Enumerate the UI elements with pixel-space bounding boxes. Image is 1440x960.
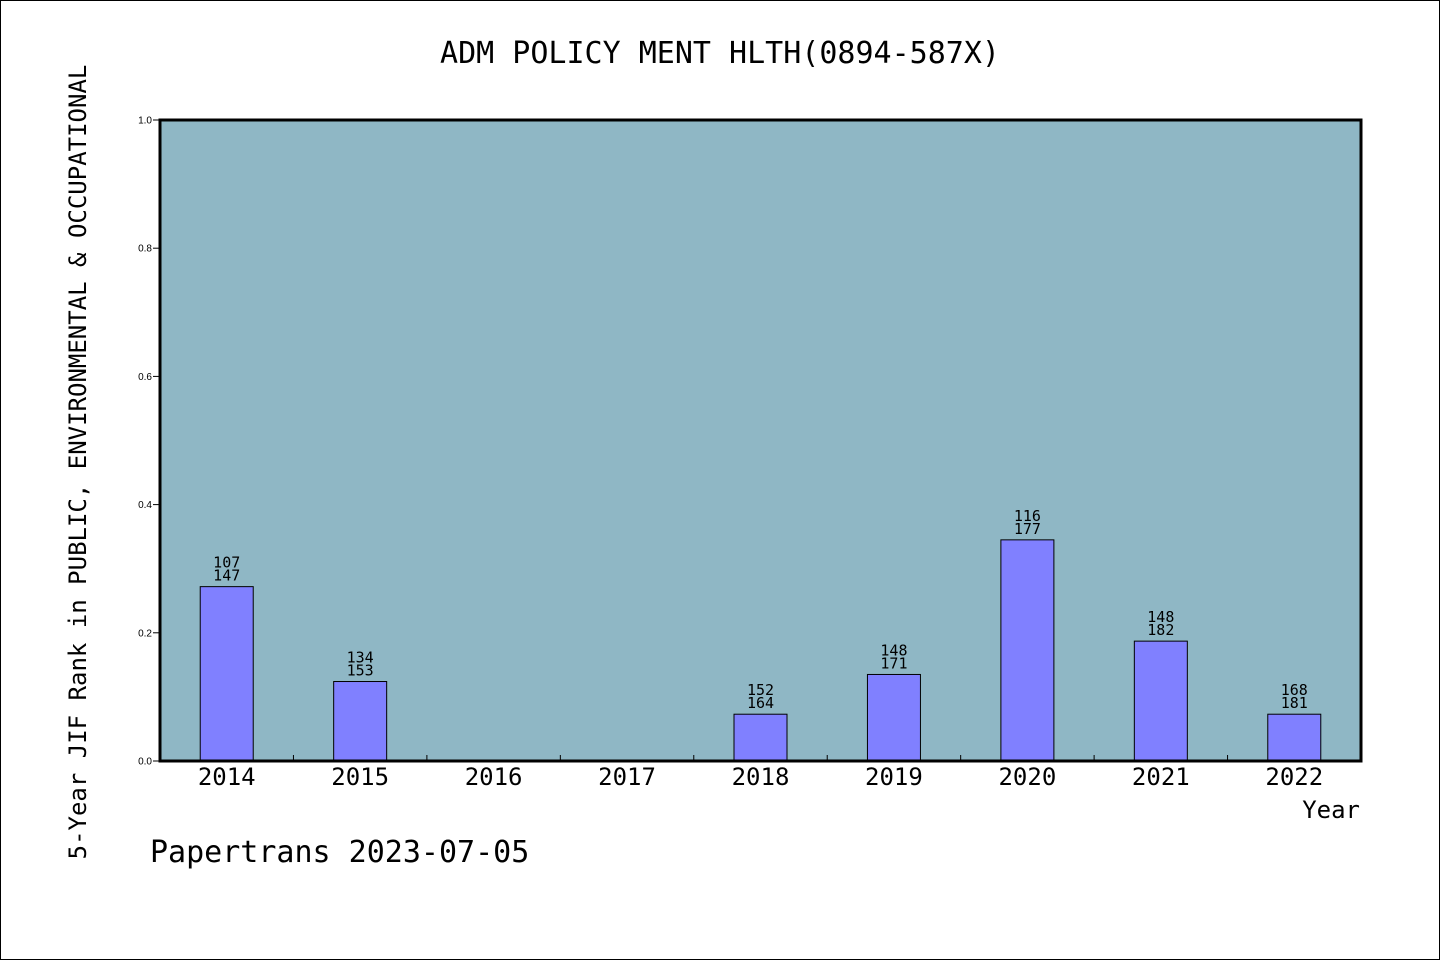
total-label-2019: 171 [880, 654, 907, 672]
x-axis-label: Year [1302, 796, 1360, 824]
bar-2022 [1267, 713, 1322, 762]
bar-2014 [199, 586, 254, 762]
bar-2015 [333, 681, 388, 762]
y-axis-ticks: 0.0 0.2 0.4 0.6 0.8 1.0 [138, 116, 160, 768]
x-tick-label: 2018 [732, 763, 790, 791]
bar-2019 [866, 673, 921, 762]
x-tick-label: 2014 [198, 763, 256, 791]
rank-label-2022: 168 [1281, 681, 1308, 699]
total-label-2020: 177 [1014, 520, 1041, 538]
bar-2021 [1133, 640, 1188, 762]
x-tick-label: 2020 [998, 763, 1056, 791]
x-tick-label: 2019 [865, 763, 923, 791]
total-label-2014: 147 [213, 567, 240, 585]
chart-title: ADM POLICY MENT HLTH(0894-587X) [440, 36, 1000, 71]
x-tick-label: 2015 [331, 763, 389, 791]
total-label-2018: 164 [747, 694, 774, 712]
rank-label-2021: 148 [1147, 608, 1174, 626]
total-label-2015: 153 [347, 662, 374, 680]
x-tick-label: 2017 [598, 763, 656, 791]
y-tick-label: 0.6 [138, 372, 152, 383]
bar-2018 [733, 713, 788, 762]
data-labels-group: 1071471341531521641481711161771481821681… [213, 507, 1308, 712]
rank-label-2014: 107 [213, 554, 240, 572]
y-tick-label: 0.4 [138, 500, 152, 511]
footer-text: Papertrans 2023-07-05 [150, 835, 530, 870]
y-tick-label: 1.0 [138, 116, 152, 127]
y-tick-label: 0.0 [138, 757, 152, 768]
x-axis-ticks: 2014 2015 2016 2017 2018 2019 2020 2021 2022 [198, 755, 1323, 791]
x-tick-label: 2016 [465, 763, 523, 791]
plot-border [158, 118, 1363, 763]
rank-label-2015: 134 [347, 649, 374, 667]
y-tick-label: 0.8 [138, 244, 152, 255]
rank-label-2019: 148 [880, 641, 907, 659]
x-tick-label: 2022 [1265, 763, 1323, 791]
total-label-2021: 182 [1147, 621, 1174, 639]
bars-group [199, 539, 1322, 762]
y-tick-label: 0.2 [138, 628, 152, 639]
rank-label-2018: 152 [747, 681, 774, 699]
bar-2020 [1000, 539, 1055, 762]
x-tick-label: 2021 [1132, 763, 1190, 791]
rank-label-2020: 116 [1014, 507, 1041, 525]
total-label-2022: 181 [1281, 694, 1308, 712]
